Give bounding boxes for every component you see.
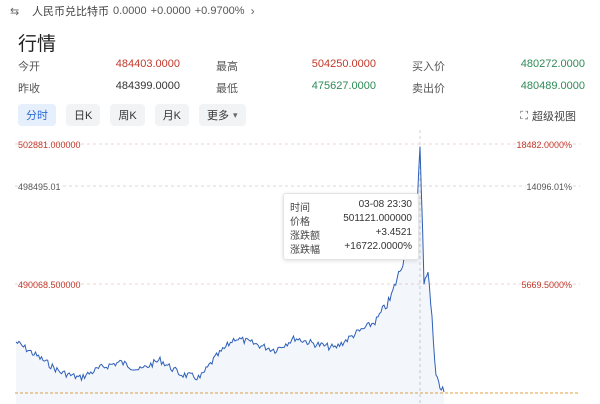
tooltip-time-label: 时间 bbox=[290, 203, 310, 214]
tooltip-percent-label: 涨跌幅 bbox=[290, 245, 320, 256]
price-area bbox=[16, 146, 444, 404]
pair-change-pct: +0.9700% bbox=[194, 5, 245, 17]
stat-value-open: 484403.0000 bbox=[115, 58, 180, 70]
tab-monthly-k[interactable]: 月K bbox=[154, 104, 190, 126]
tab-daily-k[interactable]: 日K bbox=[66, 104, 101, 126]
chevron-down-icon: ▾ bbox=[233, 109, 238, 120]
tab-label: 周K bbox=[118, 110, 137, 122]
stat-value-prev-close: 484399.0000 bbox=[115, 80, 180, 92]
pair-change: +0.0000 bbox=[150, 5, 191, 17]
price-chart[interactable]: 502881.000000 498495.01 490068.500000 18… bbox=[0, 130, 600, 404]
stats-row-2: 昨收 484399.0000 最低 475627.0000 卖出价 480489… bbox=[0, 77, 600, 99]
pair-header[interactable]: ⇆ 人民币兑比特币 0.0000 +0.0000 +0.9700% › bbox=[0, 0, 600, 22]
page-title: 行情 bbox=[18, 34, 57, 55]
price-line bbox=[15, 146, 445, 393]
right-axis-top: 18482.0000% bbox=[516, 140, 572, 150]
quote-stats: 今开 484403.0000 最高 504250.0000 买入价 480272… bbox=[0, 55, 600, 99]
pair-name: 人民币兑比特币 bbox=[32, 6, 109, 18]
tooltip-row-percent: 涨跌幅 +16722.0000% bbox=[290, 240, 412, 256]
tooltip-amount-value: +3.4521 bbox=[375, 227, 412, 238]
chevron-right-icon[interactable]: › bbox=[250, 4, 255, 18]
tab-more[interactable]: 更多 ▾ bbox=[199, 104, 246, 126]
left-axis-low: 490068.500000 bbox=[18, 280, 81, 290]
stat-label-low: 最低 bbox=[216, 83, 238, 95]
tooltip-time-value: 03-08 23:30 bbox=[358, 199, 412, 210]
right-axis-crosshair: 14096.01% bbox=[526, 182, 572, 192]
right-axis-low: 5669.5000% bbox=[521, 280, 572, 290]
stat-value-low: 475627.0000 bbox=[311, 80, 376, 92]
zoom-chart-icon: ⛶ bbox=[520, 109, 528, 122]
price-chart-svg bbox=[15, 130, 580, 404]
left-axis-top: 502881.000000 bbox=[18, 140, 81, 150]
left-axis-crosshair: 498495.01 bbox=[18, 182, 61, 192]
tooltip-row-amount: 涨跌额 +3.4521 bbox=[290, 226, 412, 242]
stat-value-high: 504250.0000 bbox=[311, 58, 376, 70]
tab-weekly-k[interactable]: 周K bbox=[110, 104, 145, 126]
tab-label: 更多 bbox=[207, 110, 230, 122]
tab-label: 月K bbox=[162, 110, 182, 122]
tab-label: 日K bbox=[74, 110, 93, 122]
stat-label-prev-close: 昨收 bbox=[18, 83, 40, 95]
crosshair-tooltip: 时间 03-08 23:30 价格 501121.000000 涨跌额 +3.4… bbox=[283, 193, 419, 260]
tab-timeshare[interactable]: 分时 bbox=[18, 104, 56, 126]
tooltip-price-label: 价格 bbox=[290, 217, 310, 228]
tooltip-row-price: 价格 501121.000000 bbox=[290, 212, 412, 228]
super-view-button[interactable]: ⛶ 超级视图 bbox=[520, 108, 576, 124]
tooltip-row-time: 时间 03-08 23:30 bbox=[290, 198, 412, 214]
pair-price: 0.0000 bbox=[113, 5, 147, 17]
stat-value-bid: 480272.0000 bbox=[520, 58, 585, 70]
stat-label-high: 最高 bbox=[216, 61, 238, 73]
stat-value-ask: 480489.0000 bbox=[520, 80, 585, 92]
stat-label-ask: 卖出价 bbox=[412, 83, 445, 95]
super-view-label: 超级视图 bbox=[532, 111, 576, 123]
tooltip-price-value: 501121.000000 bbox=[343, 213, 412, 224]
tooltip-amount-label: 涨跌额 bbox=[290, 231, 320, 242]
tooltip-percent-value: +16722.0000% bbox=[344, 241, 412, 252]
stat-label-bid: 买入价 bbox=[412, 61, 445, 73]
stats-row-1: 今开 484403.0000 最高 504250.0000 买入价 480272… bbox=[0, 55, 600, 77]
stat-label-open: 今开 bbox=[18, 61, 40, 73]
period-tabs: 分时 日K 周K 月K 更多 ▾ bbox=[18, 104, 246, 126]
swap-icon[interactable]: ⇆ bbox=[10, 5, 20, 18]
tab-label: 分时 bbox=[26, 110, 48, 122]
